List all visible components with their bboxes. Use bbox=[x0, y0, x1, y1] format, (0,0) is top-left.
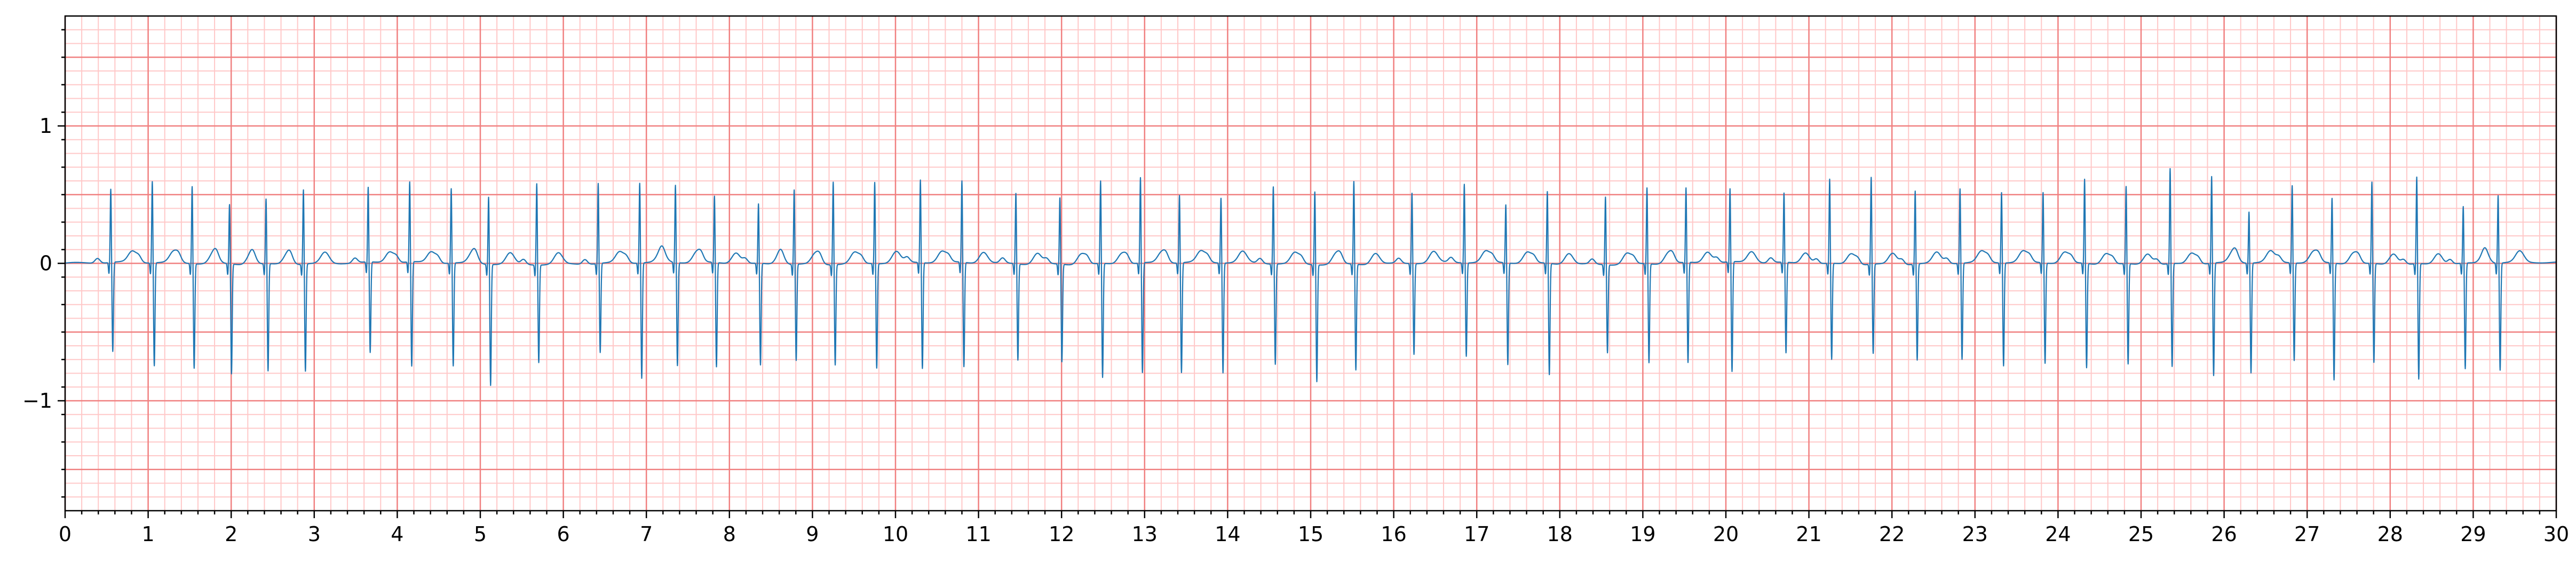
major-grid bbox=[64, 16, 2557, 511]
x-tick-label: 1 bbox=[142, 522, 155, 546]
x-tick-label: 19 bbox=[1630, 522, 1655, 546]
x-axis: 0 1 2 3 4 5 6 7 8 9 10 11 12 13 14 15 16 17 18 19 20 21 22 23 24… bbox=[59, 511, 2569, 546]
ecg-trace-line bbox=[65, 168, 2557, 386]
x-tick-label: 14 bbox=[1215, 522, 1240, 546]
x-tick-label: 12 bbox=[1049, 522, 1074, 546]
x-tick-label: 18 bbox=[1547, 522, 1573, 546]
x-tick-label: 22 bbox=[1879, 522, 1905, 546]
x-tick-label: 2 bbox=[225, 522, 237, 546]
x-tick-label: 4 bbox=[391, 522, 403, 546]
x-tick-label: 6 bbox=[557, 522, 570, 546]
x-tick-label: 24 bbox=[2045, 522, 2071, 546]
x-tick-label: 3 bbox=[308, 522, 321, 546]
x-tick-label: 13 bbox=[1132, 522, 1158, 546]
x-tick-label: 25 bbox=[2128, 522, 2154, 546]
x-tick-label: 15 bbox=[1298, 522, 1323, 546]
x-tick-label: 9 bbox=[806, 522, 819, 546]
x-tick-label: 29 bbox=[2460, 522, 2486, 546]
y-tick-label: 1 bbox=[39, 114, 52, 138]
x-tick-label: 10 bbox=[883, 522, 908, 546]
x-tick-label: 23 bbox=[1962, 522, 1988, 546]
ecg-series bbox=[65, 168, 2557, 386]
x-tick-label: 26 bbox=[2211, 522, 2237, 546]
x-tick-label: 11 bbox=[965, 522, 991, 546]
x-tick-label: 0 bbox=[59, 522, 72, 546]
y-tick-label: −1 bbox=[22, 389, 52, 413]
x-tick-label: 28 bbox=[2377, 522, 2403, 546]
y-axis: 1 0 −1 bbox=[22, 29, 65, 498]
y-tick-label: 0 bbox=[39, 252, 52, 275]
x-tick-label: 30 bbox=[2543, 522, 2569, 546]
x-tick-label: 27 bbox=[2294, 522, 2320, 546]
x-tick-label: 21 bbox=[1796, 522, 1821, 546]
x-tick-label: 17 bbox=[1464, 522, 1489, 546]
x-tick-label: 8 bbox=[723, 522, 736, 546]
x-tick-label: 5 bbox=[474, 522, 487, 546]
x-tick-label: 7 bbox=[640, 522, 653, 546]
x-tick-label: 16 bbox=[1381, 522, 1406, 546]
x-tick-label: 20 bbox=[1713, 522, 1739, 546]
